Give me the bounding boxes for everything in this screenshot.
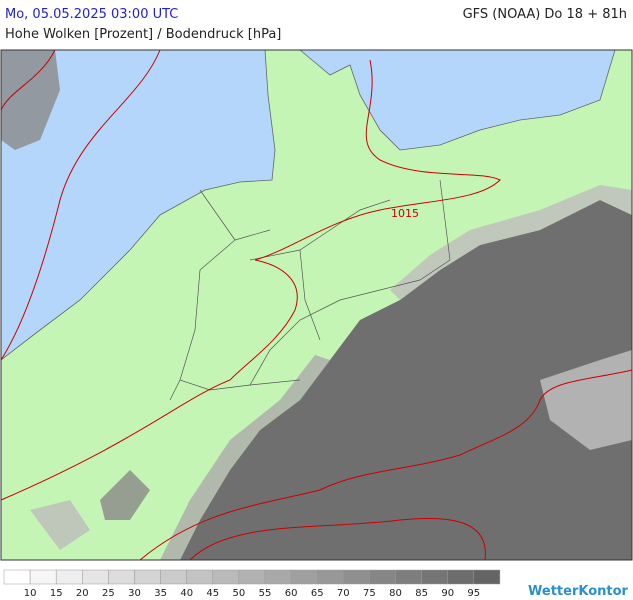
legend-swatch [55,569,83,585]
legend-label: 30 [128,588,141,599]
map-area: 1015 [0,49,633,561]
legend-swatch [3,569,31,585]
legend-label: 40 [180,588,193,599]
legend-swatch [212,569,240,585]
legend-swatch [316,569,344,585]
isobar-label: 1015 [391,207,419,220]
legend-label: 90 [441,588,454,599]
north-sea [0,49,276,361]
logo: WetterKontor [528,584,629,599]
legend-swatch [160,569,187,585]
cloud-edge [160,355,330,560]
legend-label: 75 [363,588,376,599]
legend-label: 60 [285,588,298,599]
legend-swatch [369,569,396,585]
legend-label: 50 [233,588,246,599]
legend-swatch [29,569,57,585]
legend-label: 80 [389,588,402,599]
legend-swatch [395,569,422,585]
baltic-sea [298,49,616,151]
legend-swatch [108,569,135,585]
legend-label: 15 [50,588,63,599]
legend-swatch [343,569,370,585]
legend-swatch [421,569,448,585]
legend-label: 85 [415,588,428,599]
legend-label: 95 [467,588,480,599]
map-frame [0,49,633,561]
model-run: GFS (NOAA) Do 18 + 81h [462,7,627,22]
isobars [0,49,633,561]
legend-swatch [82,569,109,585]
legend-swatch [447,569,475,585]
legend-swatch [238,569,266,585]
cloud-patch [100,470,150,520]
legend-label: 45 [206,588,219,599]
legend-swatch [264,569,292,585]
legend-label: 20 [76,588,89,599]
timestamp: Mo, 05.05.2025 03:00 UTC [5,7,179,22]
legend-label: 35 [154,588,167,599]
cloud-edge [390,185,632,300]
legend-label: 10 [24,588,37,599]
cloud-patch [30,500,90,550]
legend-swatch [134,569,161,585]
legend-swatch [473,569,501,585]
legend-label: 25 [102,588,115,599]
legend-label: 70 [337,588,350,599]
legend: 10 15 20 25 30 35 40 45 50 55 60 65 70 75 80 85 90 95 [3,569,501,599]
subtitle: Hohe Wolken [Prozent] / Bodendruck [hPa] [5,27,282,42]
borders [169,179,451,401]
legend-swatch [186,569,214,585]
cloud-patch [1,50,60,150]
legend-label: 55 [259,588,272,599]
cloud-dense [180,200,632,560]
legend-swatch [290,569,318,585]
legend-label: 65 [311,588,324,599]
